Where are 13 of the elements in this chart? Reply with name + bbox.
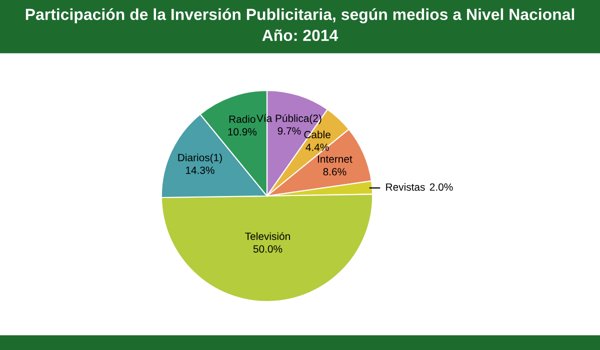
slice-label: Diarios(1) <box>178 154 222 164</box>
slice-label: Revistas <box>386 183 425 191</box>
data-label: 50.0% <box>253 245 282 253</box>
data-label: 14.3% <box>186 166 214 174</box>
slice-label: Internet <box>318 155 352 163</box>
data-label: 9.7% <box>278 127 301 135</box>
slice-label: Televisión <box>245 232 290 240</box>
chart-title: Participación de la Inversión Publicitaria, según medios a Nivel Nacional <box>26 8 574 24</box>
chart-subtitle: Año: 2014 <box>262 29 338 42</box>
data-label: 10.9% <box>228 128 257 136</box>
data-label: 2.0% <box>430 183 453 191</box>
data-label: 8.6% <box>323 168 346 176</box>
slice-label: Radio <box>229 115 256 123</box>
